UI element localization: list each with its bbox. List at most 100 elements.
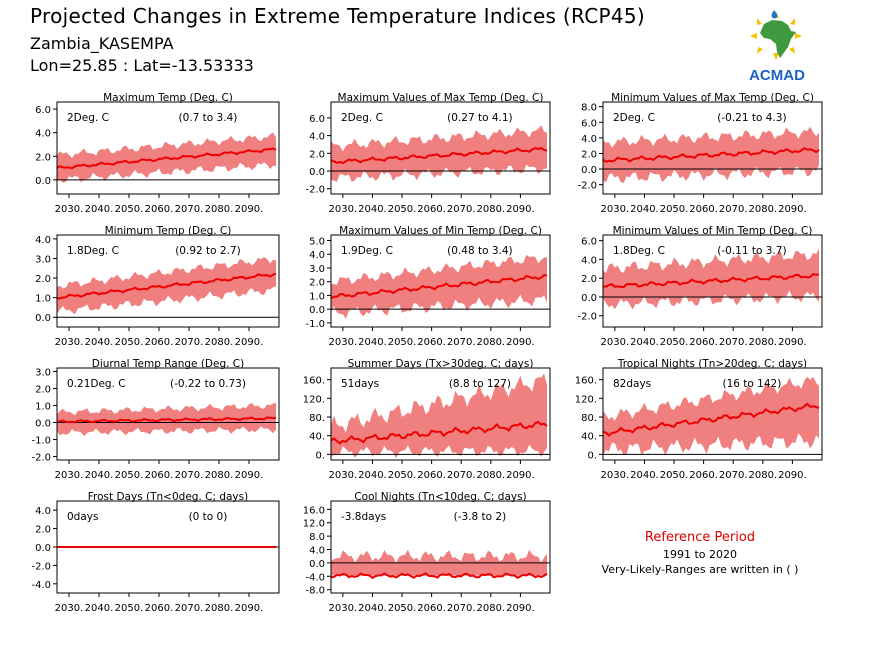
plot-frame [56,234,280,328]
y-tick-label: 40. [581,432,597,443]
logo-text: ACMAD [749,67,805,84]
y-tick-label: 6.0 [309,114,325,125]
y-tick-label: 120. [303,394,325,405]
likely-range-label: (16 to 142) [723,378,782,390]
y-tick-label: 2.0 [35,384,51,395]
likely-range-label: (0.27 to 4.1) [447,112,513,124]
x-tick-label: 2030. [55,470,84,481]
y-tick-label: 0. [315,450,325,461]
x-tick-label: 2040. [85,337,114,348]
y-tick-label: 6.0 [581,118,597,129]
plot-frame [602,367,823,461]
y-tick-label: -4.0 [31,580,51,591]
y-tick-label: 1.0 [309,291,325,302]
x-tick-label: 2090. [778,337,807,348]
y-tick-label: 2.0 [35,152,51,163]
y-tick-label: -2.0 [577,181,597,192]
acmad-logo: ACMAD [749,10,805,84]
x-tick-label: 2080. [748,337,777,348]
likely-range-label: (-0.21 to 4.3) [717,112,786,124]
reference-period-title: Reference Period [644,530,756,545]
y-tick-label: -2.0 [31,561,51,572]
page-title: Projected Changes in Extreme Temperature… [30,4,646,28]
median-line [602,273,820,289]
median-line [56,416,277,424]
x-tick-label: 2060. [689,470,718,481]
y-tick-label: 120. [575,394,597,405]
likely-range-band [331,373,547,459]
y-tick-label: -2.0 [305,185,325,196]
x-tick-label: 2050. [115,204,144,215]
y-tick-label: 0. [587,450,597,461]
chart-panel-5: 5.0 4.0 3.0 2.0 1.0 0.0 -1.0 2030. 2040. 2050. 206… [305,225,551,348]
likely-range-band [331,125,547,182]
change-value-label: 2Deg. C [341,112,383,124]
x-tick-label: 2070. [447,603,476,614]
x-tick-label: 2040. [85,470,114,481]
chart-panel-6: 6.0 4.0 2.0 0.0 -2.0 2030. 2040. 2050. 2060. 2070… [577,225,823,348]
y-tick-label: 1.0 [35,401,51,412]
x-tick-label: 2030. [55,603,84,614]
change-value-label: 1.8Deg. C [67,245,119,257]
chart-title: Summer Days (Tx>30deg. C; days) [348,358,534,370]
y-tick-label: 4.0 [35,129,51,140]
likely-range-label: (0 to 0) [189,511,228,523]
y-tick-label: 2.0 [309,278,325,289]
x-tick-label: 2080. [476,470,505,481]
x-tick-label: 2080. [205,204,234,215]
x-tick-label: 2060. [145,204,174,215]
x-tick-label: 2050. [388,603,417,614]
change-value-label: 1.9Deg. C [341,245,393,257]
y-tick-label: 4.0 [581,255,597,266]
y-tick-label: 0.0 [309,305,325,316]
x-tick-label: 2060. [417,204,446,215]
chart-title: Maximum Values of Min Temp (Deg. C) [339,225,542,237]
chart-title: Cool Nights (Tn<10deg. C; days) [354,491,526,503]
x-tick-label: 2070. [447,204,476,215]
median-line [330,420,548,445]
x-tick-label: 2030. [329,204,358,215]
median-line [330,274,548,300]
plot-frame [330,367,551,461]
x-tick-label: 2050. [115,470,144,481]
y-tick-label: 0.0 [309,559,325,570]
y-tick-label: 8.0 [581,103,597,114]
likely-range-band [603,126,819,183]
x-tick-label: 2060. [417,470,446,481]
y-tick-label: -1.0 [31,436,51,447]
median-line [330,147,548,165]
x-tick-label: 2080. [205,470,234,481]
y-tick-label: 0.0 [35,176,51,187]
x-tick-label: 2070. [719,204,748,215]
x-tick-label: 2080. [748,204,777,215]
coordinates: Lon=25.85 : Lat=-13.53333 [30,56,254,75]
chart-panel-10: 4.0 2.0 0.0 -2.0 -4.0 2030. 2040. 2050. 2060. 207… [31,491,280,614]
y-tick-label: 4.0 [309,132,325,143]
x-tick-label: 2060. [689,204,718,215]
x-tick-label: 2080. [205,337,234,348]
x-tick-label: 2090. [506,337,535,348]
x-tick-label: 2070. [447,470,476,481]
y-tick-label: 2.0 [35,274,51,285]
y-tick-label: 4.0 [35,235,51,246]
y-tick-label: 4.0 [581,134,597,145]
chart-panel-7: 3.0 2.0 1.0 0.0 -1.0 -2.0 2030. 2040. 2050. 2060.… [31,358,280,481]
y-tick-label: 0.0 [581,165,597,176]
median-line [56,147,277,170]
likely-range-band [603,376,819,456]
chart-title: Minimum Values of Min Temp (Deg. C) [613,225,813,237]
x-tick-label: 2080. [476,204,505,215]
y-tick-label: 6.0 [581,237,597,248]
x-tick-label: 2090. [235,337,264,348]
x-tick-label: 2050. [115,603,144,614]
x-tick-label: 2090. [235,603,264,614]
x-tick-label: 2040. [358,204,387,215]
y-tick-label: 2.0 [309,149,325,160]
x-tick-label: 2040. [358,337,387,348]
change-value-label: 82days [613,378,651,390]
chart-panel-9: 160. 120. 80. 40. 0. 2030. 2040. 2050. 2060. 2070… [575,358,823,481]
x-tick-label: 2070. [175,603,204,614]
x-tick-label: 2090. [506,204,535,215]
x-tick-label: 2040. [85,603,114,614]
plot-frame [56,367,280,461]
